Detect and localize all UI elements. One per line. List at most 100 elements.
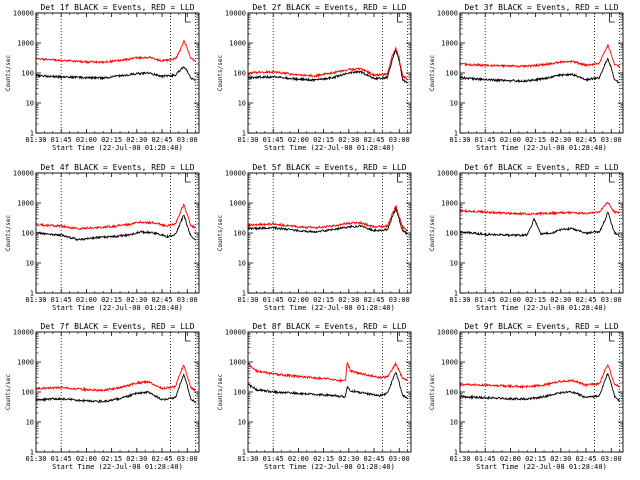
y-axis-label: Counts/sec <box>217 215 224 252</box>
y-tick-label: 10 <box>26 100 34 108</box>
x-tick-label: 01:30 <box>237 136 258 144</box>
x-tick-label: 02:45 <box>363 455 384 463</box>
x-tick-label: 02:30 <box>550 455 571 463</box>
y-tick-label: 1 <box>242 290 246 298</box>
x-axis-label: Start Time (22-Jul-08 01:28:40) <box>52 304 183 312</box>
x-axis-label: Start Time (22-Jul-08 01:28:40) <box>264 463 395 471</box>
x-tick-label: 01:30 <box>237 455 258 463</box>
y-tick-label: 100 <box>445 70 458 78</box>
x-tick-label: 02:45 <box>575 136 596 144</box>
x-tick-label: 03:00 <box>177 136 198 144</box>
plot-frame <box>459 12 624 134</box>
panel-det-8: Det 8f BLACK = Events, RED = LLD Counts/s… <box>217 322 412 471</box>
x-tick-label: 02:30 <box>550 296 571 304</box>
y-tick-label: 10000 <box>437 10 458 18</box>
x-axis-label: Start Time (22-Jul-08 01:28:40) <box>264 144 395 152</box>
events-series-line <box>247 206 408 236</box>
x-axis-label: Start Time (22-Jul-08 01:28:40) <box>476 463 607 471</box>
x-tick-label: 02:30 <box>126 296 147 304</box>
y-tick-label: 10 <box>450 260 458 268</box>
panel-det-7: Det 7f BLACK = Events, RED = LLD Counts/s… <box>5 322 200 471</box>
x-tick-label: 01:30 <box>449 296 470 304</box>
y-axis-label: Counts/sec <box>5 215 12 252</box>
y-axis-label: Counts/sec <box>217 374 224 411</box>
x-tick-label: 02:15 <box>313 455 334 463</box>
x-tick-label: 02:45 <box>363 136 384 144</box>
events-series-line <box>247 372 408 399</box>
y-tick-label: 10000 <box>13 329 34 337</box>
x-tick-label: 01:30 <box>25 296 46 304</box>
events-series-line <box>459 373 620 402</box>
x-tick-label: 02:45 <box>363 296 384 304</box>
panel-title: Det 7f BLACK = Events, RED = LLD <box>40 322 194 331</box>
x-tick-label: 01:45 <box>263 296 284 304</box>
lld-series-line <box>459 44 620 69</box>
x-tick-label: 01:45 <box>51 455 72 463</box>
x-tick-label: 02:15 <box>313 136 334 144</box>
x-tick-label: 02:15 <box>101 296 122 304</box>
x-tick-label: 02:00 <box>500 455 521 463</box>
panel-title: Det 1f BLACK = Events, RED = LLD <box>40 3 194 12</box>
y-tick-label: 1 <box>454 449 458 457</box>
events-series-line <box>459 57 620 84</box>
bracket-marker <box>397 332 403 342</box>
panel-det-4: Det 4f BLACK = Events, RED = LLD Counts/s… <box>5 163 200 312</box>
panel-title: Det 9f BLACK = Events, RED = LLD <box>464 322 618 331</box>
y-tick-label: 1 <box>30 290 34 298</box>
panel-title: Det 2f BLACK = Events, RED = LLD <box>252 3 406 12</box>
events-series-line <box>459 212 620 238</box>
y-tick-label: 10 <box>450 419 458 427</box>
y-tick-label: 100 <box>21 389 34 397</box>
y-tick-label: 10 <box>26 419 34 427</box>
x-tick-label: 02:00 <box>76 455 97 463</box>
x-tick-label: 03:00 <box>601 296 622 304</box>
plot-frame <box>459 172 624 294</box>
y-tick-label: 10000 <box>437 170 458 178</box>
x-tick-label: 02:15 <box>313 296 334 304</box>
y-tick-label: 100 <box>233 70 246 78</box>
y-axis-label: Counts/sec <box>5 55 12 92</box>
y-tick-label: 1 <box>30 130 34 138</box>
events-series-line <box>247 49 408 84</box>
x-tick-label: 01:30 <box>449 136 470 144</box>
panel-det-1: Det 1f BLACK = Events, RED = LLD Counts/s… <box>5 3 200 152</box>
lld-series-line <box>247 361 408 384</box>
x-axis-label: Start Time (22-Jul-08 01:28:40) <box>264 304 395 312</box>
events-series-line <box>35 66 196 82</box>
bracket-marker <box>185 13 191 23</box>
plot-frame <box>35 12 200 134</box>
y-tick-label: 100 <box>21 70 34 78</box>
lld-series-line <box>247 46 408 81</box>
y-tick-label: 10000 <box>13 10 34 18</box>
y-tick-label: 1 <box>242 130 246 138</box>
x-tick-label: 02:45 <box>575 296 596 304</box>
y-tick-label: 1 <box>454 130 458 138</box>
panel-title: Det 8f BLACK = Events, RED = LLD <box>252 322 406 331</box>
y-tick-label: 10 <box>450 100 458 108</box>
x-tick-label: 01:30 <box>25 136 46 144</box>
x-tick-label: 03:00 <box>177 455 198 463</box>
x-tick-label: 02:30 <box>126 136 147 144</box>
y-tick-label: 1000 <box>17 359 34 367</box>
x-axis-label: Start Time (22-Jul-08 01:28:40) <box>52 463 183 471</box>
plot-frame <box>35 331 200 453</box>
x-tick-label: 01:45 <box>475 136 496 144</box>
x-tick-label: 01:45 <box>263 455 284 463</box>
bracket-marker <box>185 173 191 183</box>
x-tick-label: 03:00 <box>601 455 622 463</box>
y-tick-label: 10000 <box>225 329 246 337</box>
y-axis-label: Counts/sec <box>217 55 224 92</box>
y-tick-label: 1 <box>242 449 246 457</box>
x-tick-label: 02:30 <box>338 296 359 304</box>
bracket-marker <box>609 173 615 183</box>
plot-frame <box>247 331 412 453</box>
y-tick-label: 10000 <box>225 10 246 18</box>
x-tick-label: 02:00 <box>288 455 309 463</box>
y-tick-label: 100 <box>21 230 34 238</box>
y-tick-label: 100 <box>233 230 246 238</box>
x-tick-label: 02:45 <box>151 136 172 144</box>
y-tick-label: 10 <box>238 419 246 427</box>
lld-series-line <box>459 364 620 390</box>
y-tick-label: 10 <box>26 260 34 268</box>
